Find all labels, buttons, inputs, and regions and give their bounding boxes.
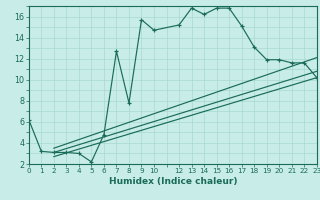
X-axis label: Humidex (Indice chaleur): Humidex (Indice chaleur) (108, 177, 237, 186)
